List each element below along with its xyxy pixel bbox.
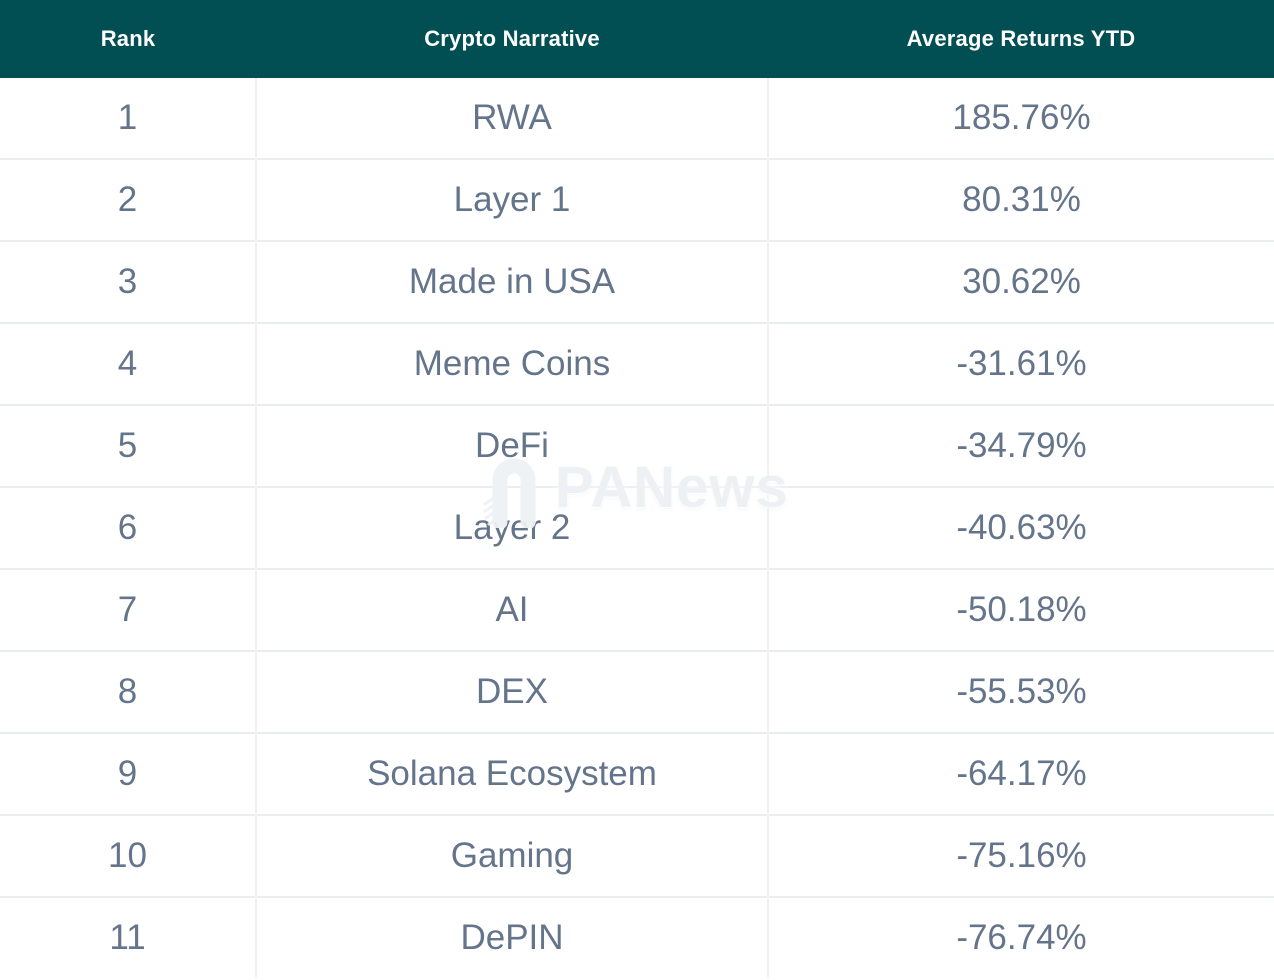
returns-cell: -64.17% <box>767 732 1274 815</box>
returns-cell: -31.61% <box>767 322 1274 405</box>
table-row: 8 DEX -55.53% <box>0 650 1274 733</box>
header-rank: Rank <box>0 0 256 78</box>
narrative-cell: AI <box>255 568 768 651</box>
narrative-cell: DeFi <box>255 404 768 487</box>
returns-cell: -75.16% <box>767 814 1274 897</box>
rank-cell: 4 <box>0 322 256 405</box>
table-header-row: Rank Crypto Narrative Average Returns YT… <box>0 0 1274 78</box>
rank-cell: 9 <box>0 732 256 815</box>
table-row: 9 Solana Ecosystem -64.17% <box>0 732 1274 815</box>
returns-cell: -50.18% <box>767 568 1274 651</box>
returns-cell: -55.53% <box>767 650 1274 733</box>
returns-cell: 80.31% <box>767 158 1274 241</box>
rank-cell: 8 <box>0 650 256 733</box>
rank-cell: 10 <box>0 814 256 897</box>
returns-cell: -34.79% <box>767 404 1274 487</box>
returns-cell: -40.63% <box>767 486 1274 569</box>
table-row: 1 RWA 185.76% <box>0 78 1274 159</box>
rank-cell: 5 <box>0 404 256 487</box>
table-row: 3 Made in USA 30.62% <box>0 240 1274 323</box>
narrative-cell: Layer 2 <box>255 486 768 569</box>
narrative-cell: Layer 1 <box>255 158 768 241</box>
returns-cell: 30.62% <box>767 240 1274 323</box>
table-row: 4 Meme Coins -31.61% <box>0 322 1274 405</box>
narrative-cell: Meme Coins <box>255 322 768 405</box>
rank-cell: 3 <box>0 240 256 323</box>
narrative-cell: RWA <box>255 78 768 159</box>
rank-cell: 2 <box>0 158 256 241</box>
rank-cell: 6 <box>0 486 256 569</box>
returns-cell: -76.74% <box>767 896 1274 978</box>
header-crypto-narrative: Crypto Narrative <box>256 0 768 78</box>
narrative-cell: Made in USA <box>255 240 768 323</box>
narrative-cell: Gaming <box>255 814 768 897</box>
rank-cell: 7 <box>0 568 256 651</box>
table-row: 11 DePIN -76.74% <box>0 896 1274 978</box>
rank-cell: 11 <box>0 896 256 978</box>
narrative-cell: DEX <box>255 650 768 733</box>
header-average-returns-ytd: Average Returns YTD <box>768 0 1274 78</box>
table-row: 6 Layer 2 -40.63% <box>0 486 1274 569</box>
table-row: 2 Layer 1 80.31% <box>0 158 1274 241</box>
table-row: 7 AI -50.18% <box>0 568 1274 651</box>
table-row: 5 DeFi -34.79% <box>0 404 1274 487</box>
rank-cell: 1 <box>117 98 138 137</box>
narrative-cell: Solana Ecosystem <box>255 732 768 815</box>
table-row: 10 Gaming -75.16% <box>0 814 1274 897</box>
narrative-cell: DePIN <box>255 896 768 978</box>
returns-cell: 185.76% <box>767 78 1274 159</box>
